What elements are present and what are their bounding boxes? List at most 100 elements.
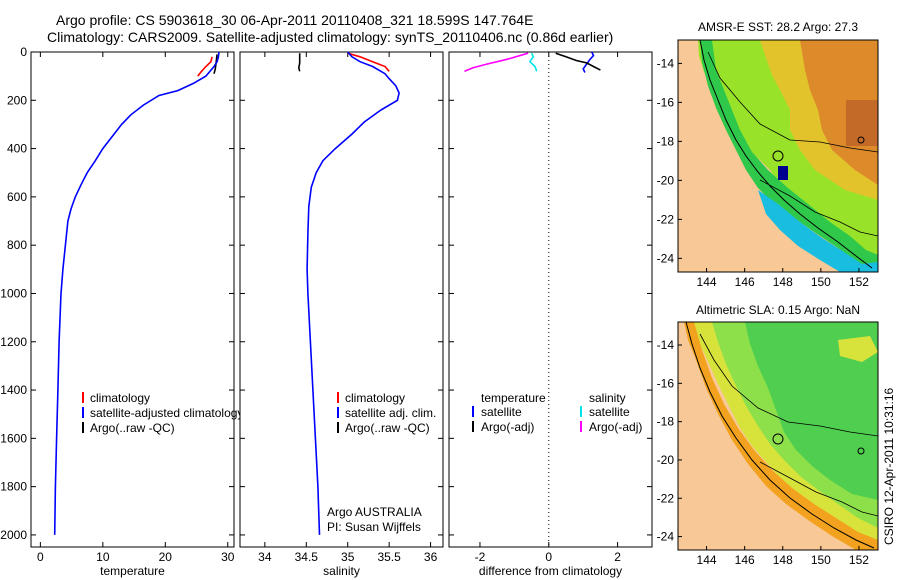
salinity-series-argo-raw-qc- xyxy=(297,53,301,72)
salinity-profile-panel: 34 34.5 35 35.5 36 salinity climatologysatelli… xyxy=(239,51,444,578)
temperature-xlabel: temperature xyxy=(100,564,165,578)
sst_map-ytick-label: -24 xyxy=(657,251,675,265)
temperature-legend-label: climatology xyxy=(90,391,150,405)
depth-tick-label: 1600 xyxy=(0,431,27,445)
sst_map-ytick-label: -16 xyxy=(657,95,675,109)
sst_map-xtick-label: 144 xyxy=(697,275,717,289)
sst-map-frame xyxy=(677,39,879,273)
depth-tick-label: 0 xyxy=(20,45,27,59)
sst-map-panel: AMSR-E SST: 28.2 Argo: 27.3 144 146 148 150… xyxy=(657,20,879,289)
sla-map-coastline xyxy=(685,322,875,549)
difference-legend-label: satellite xyxy=(481,405,522,419)
sst_map-ytick-label: -18 xyxy=(657,134,675,148)
sla-map-panel: Altimetric SLA: 0.15 Argo: NaN 144 146 148… xyxy=(657,303,879,567)
sst_map-xtick-label: 152 xyxy=(849,275,869,289)
depth-tick-label: 200 xyxy=(7,93,27,107)
salinity-xtick-label: 34 xyxy=(258,550,272,564)
sla_map-xtick-label: 146 xyxy=(735,553,755,567)
difference-legend-label: Argo(-adj) xyxy=(481,420,534,434)
sst-map-title: AMSR-E SST: 28.2 Argo: 27.3 xyxy=(698,20,858,34)
depth-tick-label: 1200 xyxy=(0,335,27,349)
salinity-xtick-label: 35 xyxy=(341,550,355,564)
sla_map-ytick-label: -18 xyxy=(657,415,675,429)
sst-map-hot-cell xyxy=(846,100,878,146)
sst-map-reef-contour xyxy=(707,51,878,153)
sla-map-argo-marker xyxy=(772,433,784,445)
difference-legend-heading: temperature xyxy=(481,391,546,405)
temperature-profile-panel: 0 10 20 30 temperature 0 200 400 600 800 1000 1200 1… xyxy=(0,45,243,578)
salinity-legend-label: satellite adj. clim. xyxy=(345,406,436,420)
depth-tick-label: 800 xyxy=(7,238,27,252)
temperature-series-climatology xyxy=(197,56,213,77)
sst-map-argo-cell xyxy=(778,166,788,180)
sst-map-coastline xyxy=(699,40,873,269)
salinity-plot-frame xyxy=(239,51,444,548)
sst-map-axes: 144 146 148 150 152 -14 -16 -18 -20 -22 -24 xyxy=(657,56,870,289)
depth-tick-label: 1400 xyxy=(0,383,27,397)
salinity-annotation: Argo AUSTRALIA xyxy=(327,505,422,519)
salinity-series-satellite-adj-clim- xyxy=(306,51,400,535)
difference-legend-heading: salinity xyxy=(589,391,626,405)
difference-legend-label: Argo(-adj) xyxy=(589,420,642,434)
sla_map-xtick-label: 148 xyxy=(773,553,793,567)
salinity-annotation: PI: Susan Wijffels xyxy=(327,520,421,534)
temperature-series-satellite-adjusted-climatology xyxy=(53,51,220,535)
sla_map-ytick-label: -20 xyxy=(657,453,675,467)
temperature-xtick-label: 10 xyxy=(96,550,110,564)
depth-tick-label: 2000 xyxy=(0,528,27,542)
sst_map-ytick-label: -22 xyxy=(657,212,675,226)
sla_map-ytick-label: -22 xyxy=(657,491,675,505)
csiro-timestamp-label: CSIRO 12-Apr-2011 10:31:16 xyxy=(882,387,896,545)
depth-tick-label: 1000 xyxy=(0,286,27,300)
sla-map-island-marker xyxy=(857,447,865,455)
difference-series-temperature-satellite xyxy=(582,51,595,73)
sla-map-shelf-contour xyxy=(759,461,878,517)
sla_map-ytick-label: -24 xyxy=(657,530,675,544)
temperature-plot-frame xyxy=(30,51,235,548)
sla-map-frame xyxy=(677,321,879,551)
salinity-series-climatology xyxy=(347,52,390,72)
sst_map-xtick-label: 148 xyxy=(773,275,793,289)
salinity-xtick-label: 36 xyxy=(424,550,438,564)
difference-xlabel: difference from climatology xyxy=(479,564,622,578)
depth-tick-label: 1800 xyxy=(0,480,27,494)
sst_map-ytick-label: -14 xyxy=(657,56,675,70)
sla_map-xtick-label: 150 xyxy=(811,553,831,567)
difference-series-salinity-argo-adj- xyxy=(464,52,529,73)
sst-map-island-marker xyxy=(857,136,865,144)
difference-legend-label: satellite xyxy=(589,405,630,419)
salinity-xtick-label: 34.5 xyxy=(295,550,319,564)
temperature-legend-label: Argo(..raw -QC) xyxy=(90,421,175,435)
sla-map-title: Altimetric SLA: 0.15 Argo: NaN xyxy=(696,303,860,317)
sla_map-xtick-label: 152 xyxy=(849,553,869,567)
difference-plot-frame xyxy=(448,51,653,548)
sst-map-shelf-contour xyxy=(759,179,878,237)
difference-xtick-label: -2 xyxy=(475,550,486,564)
depth-tick-label: 600 xyxy=(7,190,27,204)
sst_map-ytick-label: -20 xyxy=(657,173,675,187)
sla_map-ytick-label: -14 xyxy=(657,338,675,352)
sla-map-axes: 144 146 148 150 152 -14 -16 -18 -20 -22 -24 xyxy=(657,338,870,567)
temperature-xtick-label: 0 xyxy=(37,550,44,564)
salinity-xlabel: salinity xyxy=(323,564,360,578)
temperature-legend-label: satellite-adjusted climatology xyxy=(90,406,243,420)
sst_map-xtick-label: 146 xyxy=(735,275,755,289)
sla-map-reef-contour xyxy=(699,333,878,437)
salinity-legend-label: Argo(..raw -QC) xyxy=(345,421,430,435)
sst-map-argo-marker xyxy=(772,150,784,162)
salinity-xtick-label: 35.5 xyxy=(377,550,401,564)
sla-map-patch-yellow xyxy=(838,336,878,362)
sla_map-ytick-label: -16 xyxy=(657,376,675,390)
temperature-xtick-label: 20 xyxy=(159,550,173,564)
sst-map-ocean-hot xyxy=(800,40,878,185)
difference-series-salinity-satellite xyxy=(528,52,538,72)
figure-title-line1: Argo profile: CS 5903618_30 06-Apr-2011 … xyxy=(56,12,533,28)
sst-map-coastal-cool xyxy=(700,40,878,272)
depth-tick-label: 400 xyxy=(7,142,27,156)
difference-xtick-label: 0 xyxy=(545,550,552,564)
temperature-xtick-label: 30 xyxy=(221,550,235,564)
difference-xtick-label: 2 xyxy=(614,550,621,564)
difference-series-temperature-argo-adj- xyxy=(555,52,601,71)
